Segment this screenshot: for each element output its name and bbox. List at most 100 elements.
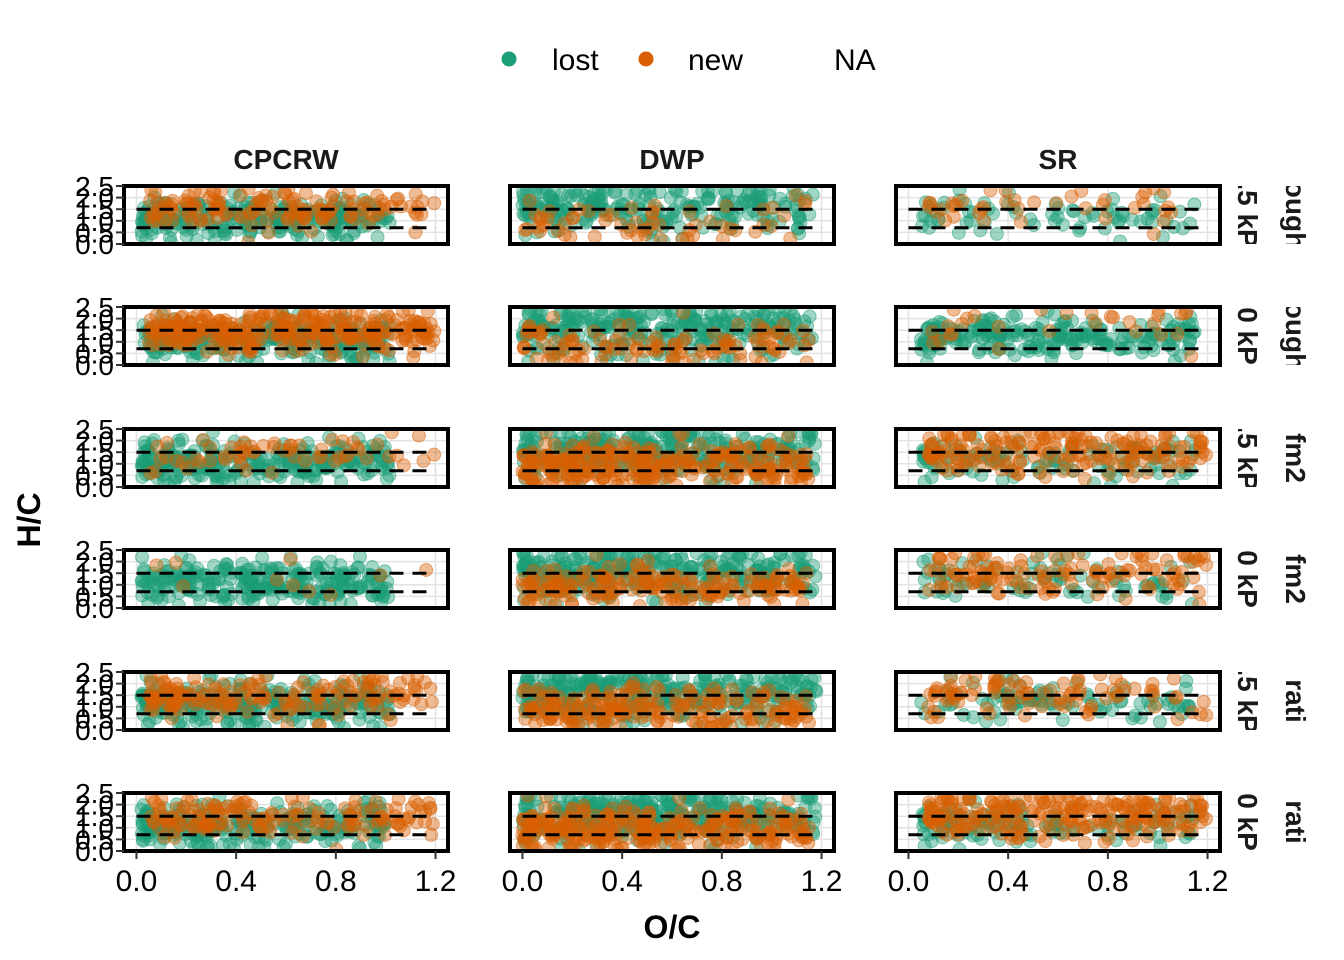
data-point-lost bbox=[589, 192, 604, 207]
y-tick-label: 2.0 bbox=[75, 669, 114, 700]
data-point-new bbox=[427, 196, 442, 211]
panel-border bbox=[508, 184, 836, 246]
data-point-lost bbox=[919, 355, 934, 365]
data-point-new bbox=[389, 192, 404, 207]
data-point-new bbox=[520, 595, 535, 608]
data-point-new bbox=[781, 429, 796, 443]
data-point-new bbox=[960, 311, 975, 326]
y-tick-label: 0.0 bbox=[75, 229, 114, 260]
data-point-new bbox=[255, 325, 270, 340]
data-point-new bbox=[311, 450, 326, 465]
data-point-lost bbox=[697, 313, 712, 328]
data-point-new bbox=[408, 187, 423, 202]
panel-points bbox=[134, 672, 439, 730]
data-point-new bbox=[424, 694, 439, 709]
data-point-lost bbox=[759, 558, 774, 573]
data-point-new bbox=[935, 460, 950, 475]
data-point-new bbox=[169, 677, 184, 692]
data-point-new bbox=[384, 199, 399, 214]
data-point-new bbox=[215, 695, 230, 710]
data-point-lost bbox=[640, 550, 655, 562]
data-point-new bbox=[159, 450, 174, 465]
data-point-new bbox=[1187, 550, 1202, 565]
data-point-new bbox=[1017, 429, 1032, 442]
data-point-new bbox=[675, 429, 690, 441]
data-point-new bbox=[557, 227, 572, 242]
data-point-new bbox=[325, 432, 340, 447]
data-point-lost bbox=[366, 352, 381, 365]
data-point-new bbox=[557, 216, 572, 231]
column-strip-sr: SR bbox=[1039, 144, 1078, 175]
data-point-lost bbox=[156, 582, 171, 597]
column-strip-cpcrw: CPCRW bbox=[233, 144, 339, 175]
data-point-new bbox=[1007, 193, 1022, 208]
data-point-new bbox=[600, 575, 615, 590]
data-point-new bbox=[675, 232, 690, 244]
data-point-new bbox=[764, 219, 779, 234]
data-point-new bbox=[624, 352, 639, 365]
data-point-lost bbox=[575, 307, 590, 319]
data-point-new bbox=[650, 577, 665, 592]
data-point-new bbox=[398, 332, 413, 347]
data-point-new bbox=[384, 429, 399, 440]
data-point-new bbox=[383, 712, 398, 727]
legend-swatch-new bbox=[638, 51, 654, 67]
data-point-new bbox=[406, 350, 421, 365]
data-point-lost bbox=[802, 431, 817, 446]
data-point-new bbox=[417, 675, 432, 690]
data-point-lost bbox=[546, 186, 561, 199]
data-point-new bbox=[1030, 550, 1045, 563]
data-point-new bbox=[1158, 203, 1173, 218]
data-point-new bbox=[193, 214, 208, 229]
data-point-new bbox=[1146, 226, 1161, 241]
data-point-new bbox=[172, 336, 187, 351]
data-point-lost bbox=[516, 550, 531, 560]
data-point-new bbox=[594, 354, 609, 365]
data-point-new bbox=[328, 347, 343, 362]
data-point-lost bbox=[608, 186, 623, 199]
row-strip-label: ough bbox=[1280, 302, 1311, 370]
data-point-lost bbox=[1154, 333, 1169, 348]
data-point-new bbox=[1038, 455, 1053, 470]
y-tick-label: 0.5 bbox=[75, 338, 114, 369]
data-point-new bbox=[282, 438, 297, 453]
data-point-lost bbox=[630, 186, 645, 198]
data-point-new bbox=[335, 434, 350, 449]
data-point-new bbox=[347, 212, 362, 227]
data-point-lost bbox=[596, 550, 611, 562]
panel-border bbox=[894, 305, 1222, 367]
data-point-new bbox=[218, 452, 233, 467]
data-point-new bbox=[149, 308, 164, 323]
data-point-new bbox=[547, 437, 562, 452]
data-point-new bbox=[645, 335, 660, 350]
row-strip: 0 kP fm2 bbox=[1232, 550, 1311, 608]
panel-0-cpcrw: 0.00.51.01.52.02.5 bbox=[75, 171, 450, 260]
data-point-lost bbox=[215, 589, 230, 604]
data-point-new bbox=[373, 568, 388, 583]
data-point-lost bbox=[633, 309, 648, 324]
data-point-new bbox=[1193, 550, 1208, 563]
data-point-new bbox=[193, 329, 208, 344]
column-strip-dwp: DWP bbox=[639, 144, 704, 175]
data-point-new bbox=[601, 454, 616, 469]
data-point-new bbox=[1139, 438, 1154, 453]
y-tick-label: 1.0 bbox=[75, 449, 114, 480]
data-point-new bbox=[922, 582, 937, 597]
data-point-new bbox=[142, 325, 157, 340]
data-point-new bbox=[984, 447, 999, 462]
data-point-lost bbox=[328, 215, 343, 230]
data-point-new bbox=[719, 334, 734, 349]
data-point-lost bbox=[145, 355, 160, 365]
data-point-lost bbox=[300, 436, 315, 451]
data-point-new bbox=[676, 576, 691, 591]
data-point-lost bbox=[720, 307, 735, 322]
data-point-new bbox=[783, 231, 798, 244]
data-point-new bbox=[297, 700, 312, 715]
data-point-new bbox=[799, 355, 814, 365]
y-tick-label: 0.5 bbox=[75, 581, 114, 612]
data-point-new bbox=[189, 452, 204, 467]
data-point-lost bbox=[1113, 234, 1128, 244]
data-point-new bbox=[1139, 465, 1154, 480]
data-point-new bbox=[1048, 550, 1063, 564]
data-point-lost bbox=[667, 186, 682, 197]
